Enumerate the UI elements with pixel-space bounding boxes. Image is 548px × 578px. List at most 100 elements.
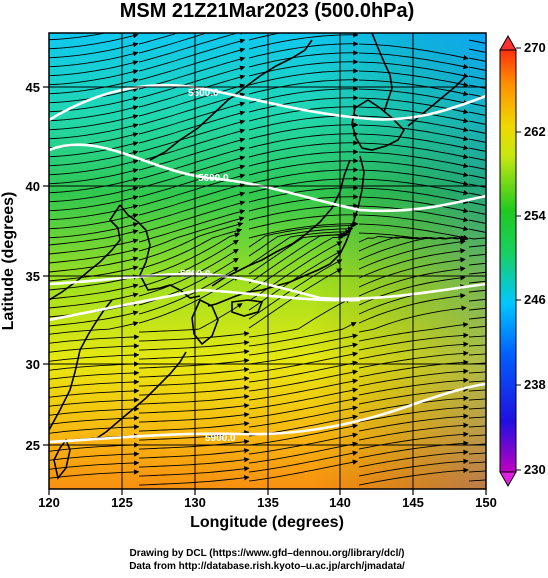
colorbar-tick-label: 246	[524, 292, 546, 307]
streamline	[49, 204, 139, 221]
coastline-hokkaido	[351, 99, 406, 151]
y-tick-labels: 25 30 35 40 45	[26, 80, 40, 453]
streamline	[138, 475, 250, 486]
coastline-taiwan	[53, 438, 71, 480]
streamline	[49, 361, 140, 371]
streamline	[49, 321, 139, 335]
height-contours	[49, 83, 486, 444]
streamline	[49, 78, 139, 95]
streamline	[49, 123, 139, 140]
streamline	[49, 283, 139, 300]
colorbar-tick-label: 270	[524, 40, 546, 55]
streamline	[248, 77, 359, 95]
streamline	[248, 86, 359, 104]
streamline	[49, 105, 139, 122]
streamline	[248, 298, 351, 338]
streamline	[49, 168, 139, 185]
streamline	[138, 376, 250, 387]
streamline	[248, 259, 343, 320]
streamline	[358, 178, 469, 196]
streamline	[49, 397, 140, 407]
streamline	[358, 124, 469, 142]
streamline	[49, 352, 140, 362]
coastline-primorye	[149, 39, 313, 161]
streamline	[49, 310, 139, 327]
streamline	[138, 209, 246, 243]
streamline	[49, 195, 139, 212]
streamline	[248, 396, 359, 419]
streamline	[49, 292, 139, 309]
streamline	[138, 33, 179, 45]
grid-lines	[49, 33, 486, 489]
streamline	[358, 205, 469, 223]
streamline	[358, 248, 466, 279]
streamline	[248, 222, 356, 248]
streamline	[49, 406, 140, 416]
streamline	[138, 403, 250, 414]
streamline	[358, 106, 469, 124]
x-tick-label: 145	[402, 495, 424, 510]
x-tick-label: 150	[475, 495, 497, 510]
streamline	[49, 177, 139, 194]
streamline	[248, 68, 359, 86]
streamline	[138, 239, 239, 288]
streamline	[248, 149, 359, 167]
streamline	[138, 200, 246, 234]
streamline	[358, 133, 469, 151]
streamline	[138, 146, 246, 180]
streamline	[138, 216, 245, 252]
coastline-kyushu	[191, 298, 219, 346]
streamline	[358, 239, 466, 270]
streamline	[138, 439, 250, 450]
streamline	[248, 378, 359, 401]
colorbar: 270 262 254 246 238 230	[499, 34, 546, 488]
streamline	[49, 42, 139, 59]
streamline	[248, 194, 359, 212]
streamline	[49, 379, 140, 389]
streamline	[358, 235, 466, 261]
streamline	[49, 388, 140, 398]
streamline	[138, 33, 209, 54]
contour-label-5500: 5500.0	[188, 88, 219, 99]
streamline	[138, 385, 250, 396]
streamline	[248, 158, 359, 176]
credit-drawing: Drawing by DCL (https://www.gfd–dennou.o…	[129, 548, 404, 559]
streamline	[138, 47, 246, 81]
streamline	[248, 333, 359, 356]
streamline	[248, 212, 359, 230]
streamline	[358, 151, 469, 169]
streamline	[49, 334, 140, 344]
colorbar-up-arrow-icon	[499, 34, 517, 51]
streamline	[248, 322, 357, 347]
streamline	[49, 33, 108, 41]
streamline	[248, 33, 283, 41]
streamline	[138, 83, 246, 117]
streamline	[138, 394, 250, 405]
streamline	[248, 387, 359, 410]
contour-labels: 5500.0 5600.0 5800.0 5900.0	[180, 88, 236, 444]
x-tick-label: 130	[184, 495, 206, 510]
x-tick-label: 120	[38, 495, 60, 510]
streamline	[138, 349, 250, 360]
streamline	[49, 87, 139, 104]
streamline	[138, 38, 246, 72]
streamline	[248, 221, 359, 239]
y-axis-label: Latitude (degrees)	[0, 192, 17, 331]
streamline	[358, 196, 469, 214]
streamline	[358, 88, 469, 106]
streamline	[138, 248, 239, 297]
streamline	[49, 114, 139, 131]
streamline	[248, 342, 359, 365]
streamline	[358, 52, 469, 70]
streamline	[358, 187, 469, 205]
streamline	[49, 159, 139, 176]
streamline	[138, 191, 246, 225]
streamline	[138, 412, 250, 423]
streamline	[138, 331, 250, 342]
coastline-honshu	[207, 155, 365, 307]
streamline	[358, 257, 466, 288]
streamline	[138, 74, 246, 108]
streamline	[49, 60, 139, 77]
streamline	[49, 222, 139, 239]
